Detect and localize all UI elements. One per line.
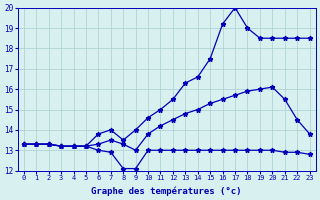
X-axis label: Graphe des températures (°c): Graphe des températures (°c) <box>92 186 242 196</box>
